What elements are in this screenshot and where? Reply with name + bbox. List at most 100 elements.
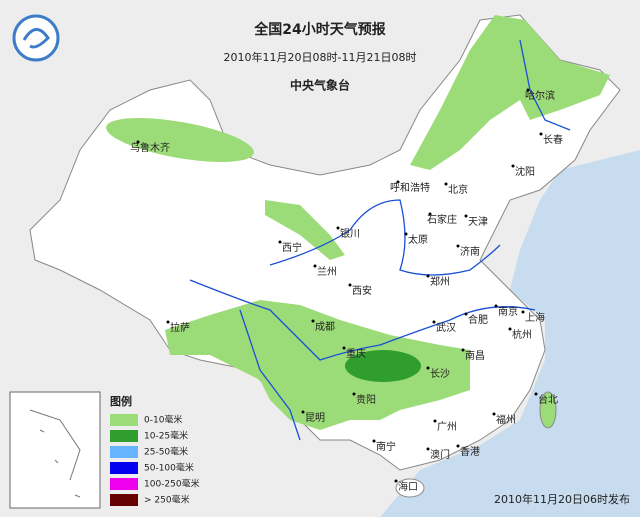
city-dot bbox=[461, 348, 465, 352]
city-dot bbox=[539, 132, 543, 136]
city-label: 广州 bbox=[437, 421, 457, 433]
legend-label: 10-25毫米 bbox=[144, 430, 188, 442]
title: 全国24小时天气预报 bbox=[253, 21, 385, 38]
city-label: 西安 bbox=[352, 284, 372, 297]
legend-title: 图例 bbox=[110, 394, 132, 408]
city-dot bbox=[426, 366, 430, 370]
city-label: 太原 bbox=[408, 233, 428, 246]
subtitle: 2010年11月20日08时-11月21日08时 bbox=[224, 50, 417, 64]
city-dot bbox=[301, 410, 305, 414]
city-dot bbox=[136, 140, 140, 144]
city-dot bbox=[404, 232, 408, 236]
legend-swatch bbox=[110, 414, 138, 426]
city-dot bbox=[352, 392, 356, 396]
city-dot bbox=[456, 444, 460, 448]
legend-label: 100-250毫米 bbox=[144, 478, 200, 490]
city-dot bbox=[464, 312, 468, 316]
city-label: 合肥 bbox=[468, 313, 488, 326]
city-label: 海口 bbox=[398, 480, 418, 493]
agency: 中央气象台 bbox=[290, 78, 350, 93]
sea bbox=[380, 150, 640, 517]
legend-swatch bbox=[110, 430, 138, 442]
city-dot bbox=[426, 447, 430, 451]
logo bbox=[12, 14, 60, 62]
city-label: 银川 bbox=[340, 227, 360, 240]
city-label: 杭州 bbox=[512, 328, 532, 341]
city-dot bbox=[396, 180, 400, 184]
city-label: 济南 bbox=[460, 245, 480, 258]
city-label: 兰州 bbox=[317, 265, 337, 278]
city-dot bbox=[464, 214, 468, 218]
inset-map bbox=[29, 409, 81, 498]
legend: 图例 0-10毫米 10-25毫米 25-50毫米 50-100毫米 100-250毫米… bbox=[110, 394, 200, 506]
city-label: 重庆 bbox=[346, 347, 366, 360]
city-dot bbox=[432, 320, 436, 324]
inset-box bbox=[9, 391, 101, 509]
city-dot bbox=[166, 320, 170, 324]
city-dot bbox=[348, 283, 352, 287]
rain-area bbox=[106, 118, 254, 162]
legend-swatch bbox=[110, 478, 138, 490]
city-dot bbox=[508, 327, 512, 331]
city-dot bbox=[521, 310, 525, 314]
city-dot bbox=[534, 392, 538, 396]
city-label: 澳门 bbox=[430, 448, 450, 461]
legend-swatch bbox=[110, 462, 138, 474]
city-dot bbox=[456, 244, 460, 248]
taiwan bbox=[539, 391, 557, 429]
city-dot bbox=[494, 304, 498, 308]
legend-label: 25-50毫米 bbox=[144, 446, 188, 458]
footer: 2010年11月20日06时发布 bbox=[494, 492, 630, 506]
city-dot bbox=[342, 346, 346, 350]
legend-label: > 250毫米 bbox=[144, 494, 190, 506]
river bbox=[519, 39, 571, 131]
city-dot bbox=[444, 182, 448, 186]
city-label: 昆明 bbox=[305, 412, 325, 424]
city-label: 天津 bbox=[468, 216, 488, 228]
rain-area-heavy bbox=[345, 350, 421, 382]
city-label: 北京 bbox=[448, 183, 468, 196]
rain-area bbox=[410, 15, 610, 170]
river bbox=[189, 279, 536, 361]
city-dot bbox=[278, 240, 282, 244]
legend-swatch bbox=[110, 446, 138, 458]
city-label: 南昌 bbox=[465, 349, 485, 362]
city-dot bbox=[394, 479, 398, 483]
city-label: 南宁 bbox=[376, 440, 396, 453]
city-label: 长春 bbox=[543, 134, 563, 146]
city-dot bbox=[526, 88, 530, 92]
city-label: 香港 bbox=[460, 446, 480, 458]
city-label: 南京 bbox=[498, 305, 518, 318]
legend-label: 50-100毫米 bbox=[144, 462, 194, 474]
city-label: 成都 bbox=[315, 321, 335, 333]
city-label: 台北 bbox=[538, 393, 558, 406]
rain-area bbox=[165, 300, 470, 430]
city-dot bbox=[336, 226, 340, 230]
city-label: 福州 bbox=[496, 413, 516, 426]
hainan bbox=[395, 478, 425, 498]
river bbox=[239, 309, 301, 441]
rain-area bbox=[265, 200, 345, 260]
city-label: 郑州 bbox=[430, 275, 450, 288]
city-label: 拉萨 bbox=[170, 321, 190, 334]
city-label: 长沙 bbox=[430, 368, 450, 380]
city-label: 哈尔滨 bbox=[525, 89, 555, 102]
city-dot bbox=[313, 264, 317, 268]
city-dot bbox=[492, 412, 496, 416]
city-label: 武汉 bbox=[436, 321, 456, 334]
city-label: 上海 bbox=[525, 311, 545, 324]
legend-swatch bbox=[110, 494, 138, 506]
city-label: 石家庄 bbox=[427, 213, 457, 226]
logo-mark bbox=[22, 28, 50, 49]
city-label: 西宁 bbox=[282, 241, 302, 254]
city-label: 贵阳 bbox=[356, 393, 376, 406]
city-dot bbox=[426, 274, 430, 278]
city-label: 沈阳 bbox=[515, 165, 535, 178]
city-label: 呼和浩特 bbox=[390, 182, 430, 194]
city-label: 乌鲁木齐 bbox=[130, 141, 170, 154]
city-dot bbox=[372, 439, 376, 443]
city-dot bbox=[428, 212, 432, 216]
city-dot bbox=[433, 419, 437, 423]
city-dot bbox=[311, 319, 315, 323]
